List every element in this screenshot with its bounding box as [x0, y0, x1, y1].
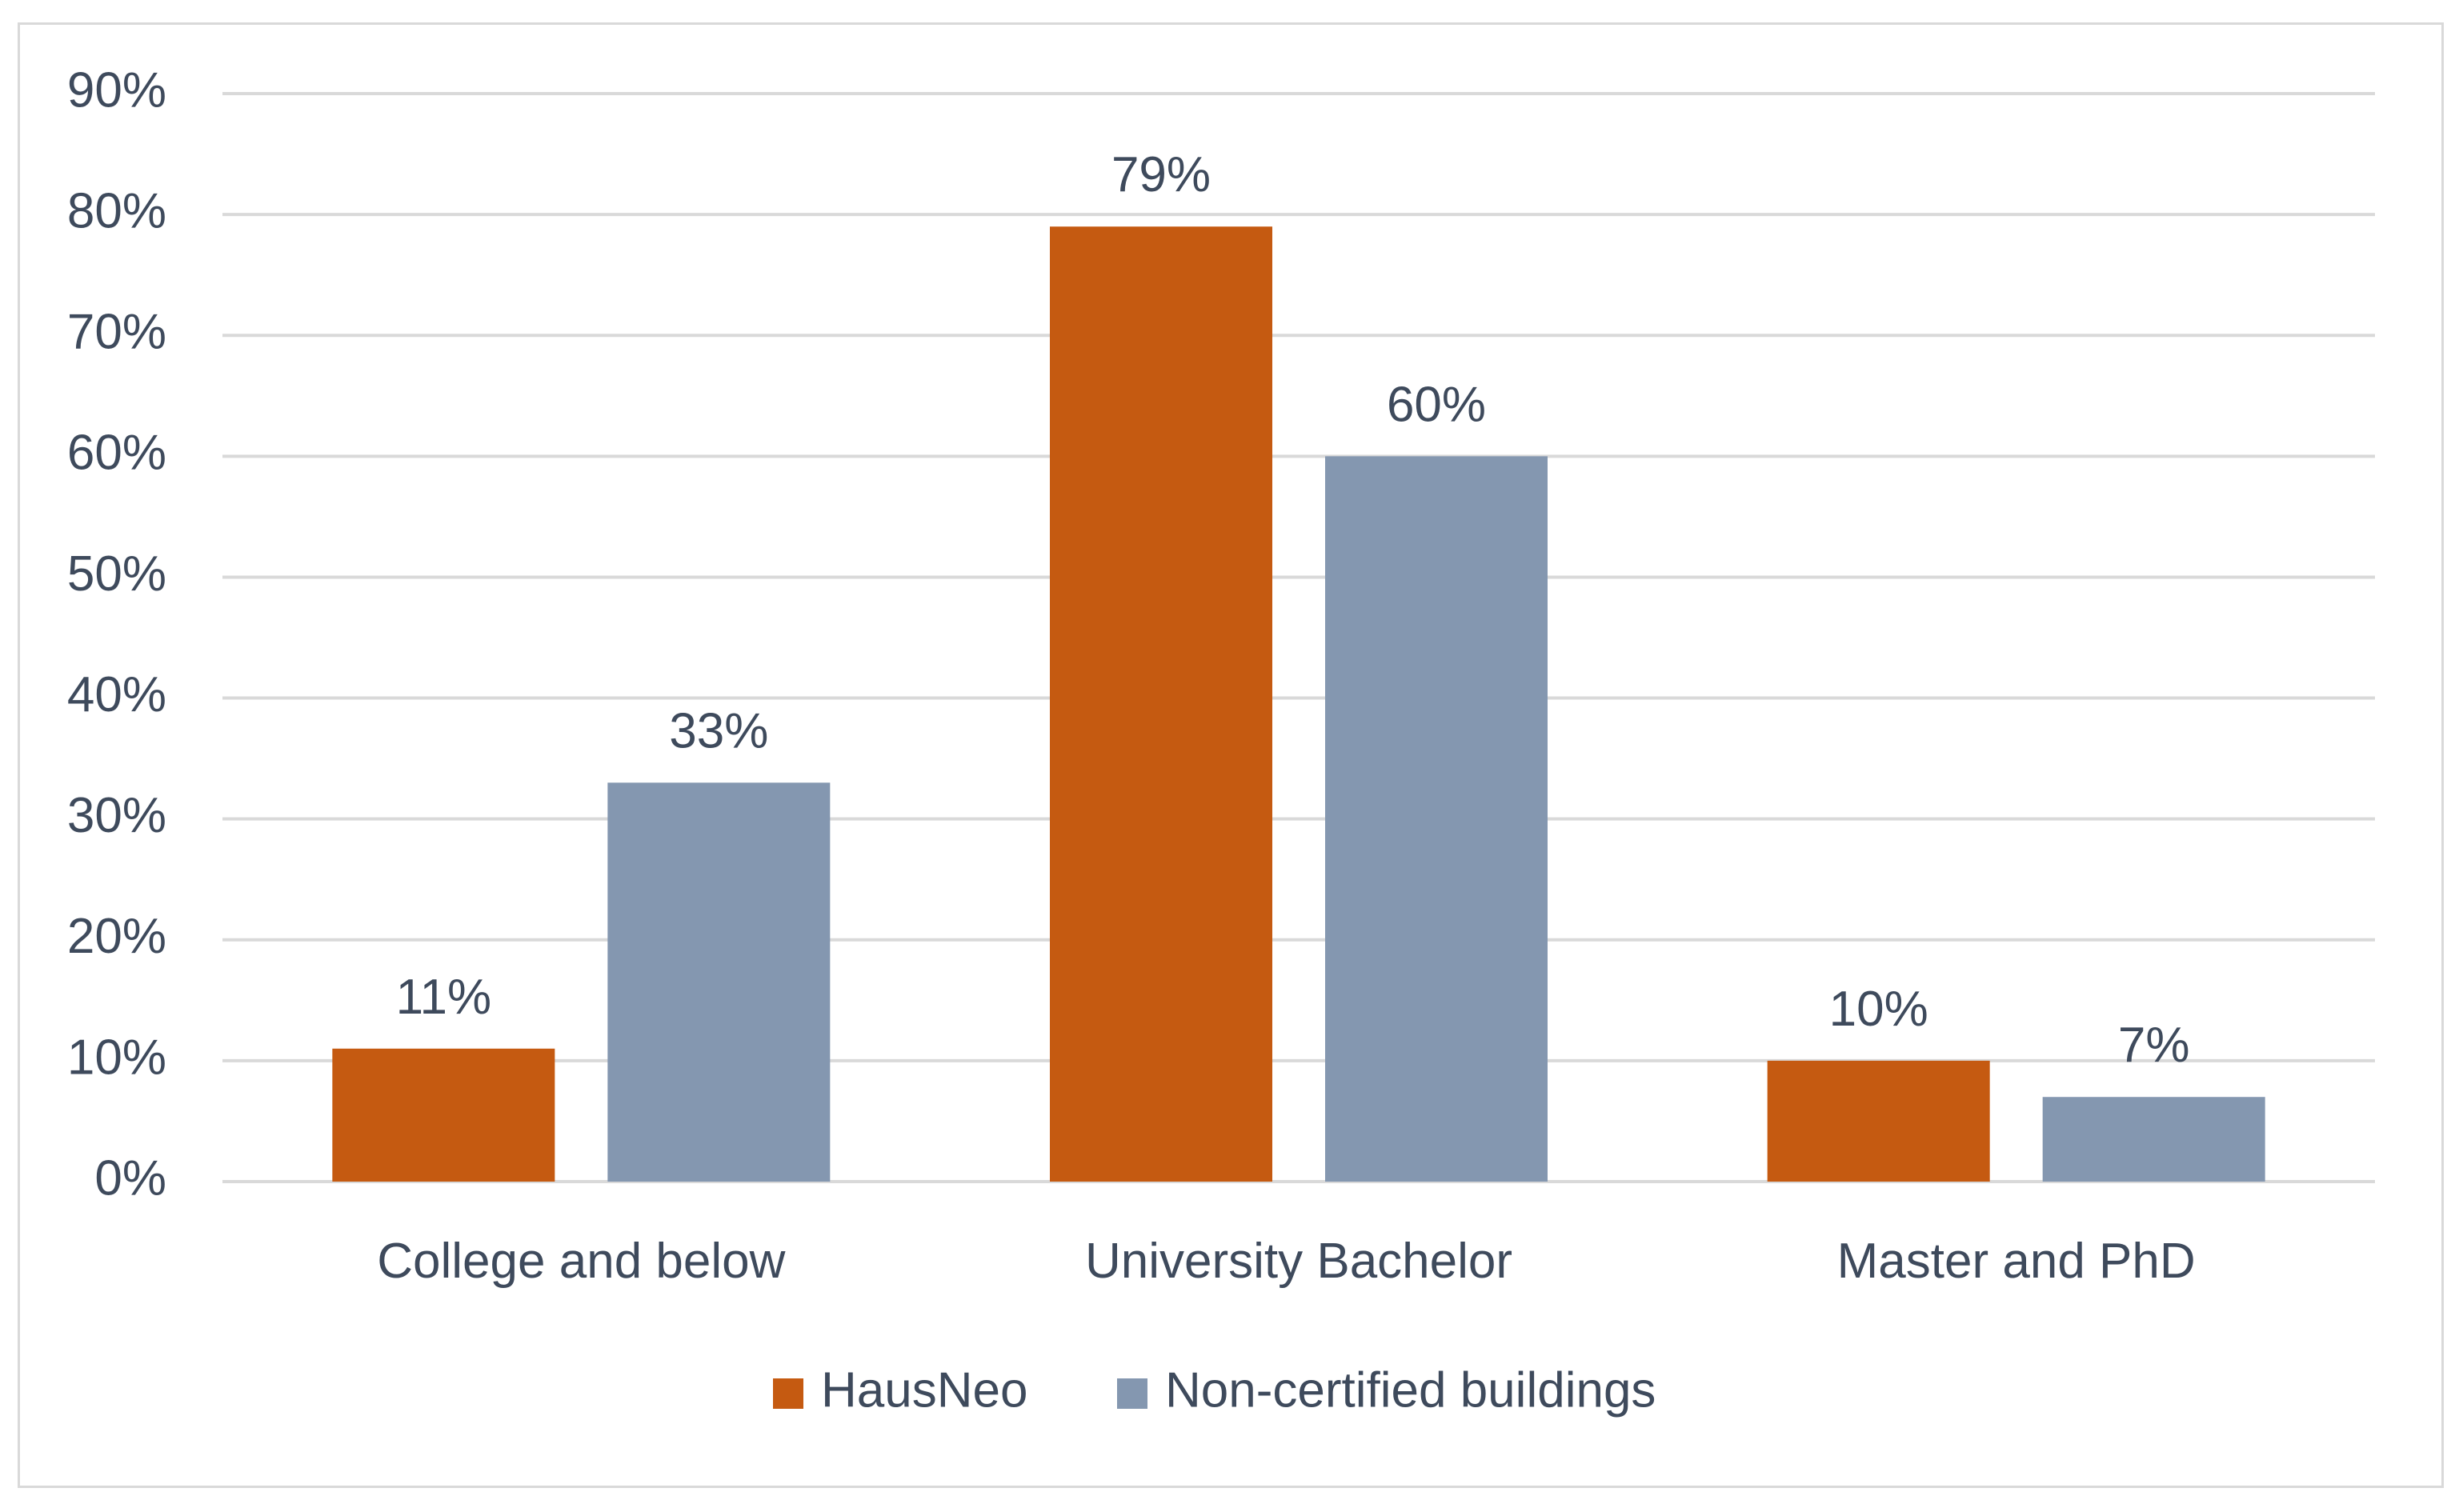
data-label: 7%	[2118, 1018, 2190, 1073]
x-category-label: College and below	[377, 1234, 785, 1289]
bar	[332, 1048, 555, 1182]
x-category-label: Master and PhD	[1837, 1234, 2196, 1289]
data-label: 60%	[1387, 377, 1486, 432]
data-label: 11%	[396, 970, 492, 1025]
y-tick-label: 20%	[67, 909, 166, 964]
y-tick-label: 70%	[67, 305, 166, 360]
y-tick-label: 40%	[67, 667, 166, 722]
y-tick-label: 10%	[67, 1030, 166, 1085]
y-tick-label: 60%	[67, 426, 166, 481]
y-axis-tick-labels: 0% 10% 20% 30% 40% 50% 60% 70% 80% 90%	[67, 62, 166, 1206]
data-label: 33%	[669, 703, 768, 758]
legend-label: HausNeo	[821, 1362, 1027, 1418]
x-category-label: University Bachelor	[1085, 1234, 1512, 1289]
bar	[1325, 456, 1548, 1182]
bar	[1050, 226, 1272, 1182]
y-tick-label: 30%	[67, 788, 166, 843]
y-tick-label: 80%	[67, 183, 166, 238]
bar	[1767, 1060, 1990, 1182]
data-label: 10%	[1829, 982, 1928, 1037]
bars	[332, 226, 2265, 1182]
legend: HausNeo Non-certified buildings	[773, 1362, 1656, 1418]
y-tick-label: 0%	[94, 1150, 166, 1206]
y-tick-label: 50%	[67, 546, 166, 602]
legend-swatch	[1117, 1378, 1147, 1409]
bar	[607, 782, 831, 1182]
legend-swatch	[773, 1378, 803, 1409]
data-label: 79%	[1111, 147, 1211, 202]
bar	[2042, 1097, 2265, 1182]
y-tick-label: 90%	[67, 62, 166, 118]
data-labels: 11% 33% 79% 60% 10% 7%	[396, 147, 2190, 1073]
x-axis-category-labels: College and below University Bachelor Mast…	[377, 1234, 2195, 1289]
gridlines	[222, 92, 2375, 1183]
legend-label: Non-certified buildings	[1165, 1362, 1656, 1418]
